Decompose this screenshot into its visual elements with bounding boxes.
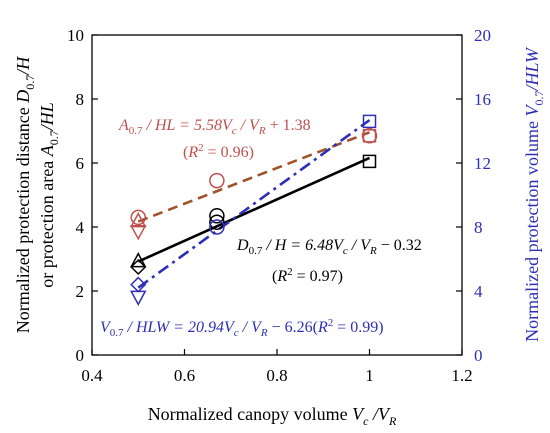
svg-text:(R2 = 0.96): (R2 = 0.96) (183, 142, 254, 161)
data-point-square-s1-0 (362, 129, 377, 143)
fit-line-dashdot (137, 119, 371, 289)
data-point-circle-s4-0 (209, 208, 225, 224)
y-axis-left-label: Normalized protection distance D0.7/H or… (13, 56, 61, 333)
y-left-tick-label-3: 6 (76, 154, 85, 173)
fit-line-solid (137, 156, 371, 263)
y-right-tick-label-3: 12 (474, 154, 491, 173)
x-tick-label-0: 0.4 (81, 366, 103, 385)
plot-frame (91, 34, 463, 356)
data-point-triangle-up-s2-0 (129, 212, 147, 228)
y-axis-right-label-text: Normalized protection volume (522, 121, 542, 342)
y-right-tick-label-1: 4 (474, 282, 483, 301)
data-point-circle-s0-0 (130, 209, 146, 226)
fit-line-dashed (137, 131, 370, 223)
annotation-black-r2: (R2 = 0.97) (272, 266, 343, 285)
svg-text:V0.7 / HLW = 20.94Vc / VR − 6.: V0.7 / HLW = 20.94Vc / VR − 6.26(R2 = 0.… (100, 317, 384, 339)
y-right-tick-label-0: 0 (474, 346, 483, 365)
data-point-triangle-down-s3-0 (129, 225, 147, 241)
svg-text:Normalized protection distance: Normalized protection distance D0.7/H (13, 56, 37, 333)
annotation-black-equation: D0.7 / H = 6.48Vc / VR − 0.32 (236, 237, 422, 257)
svg-text:or protection area A0.7: or protection area A0.7/HL (37, 102, 61, 287)
data-point-circle-s0-1 (209, 172, 225, 189)
x-tick-label-1: 0.6 (174, 366, 195, 385)
svg-text:A0.7 / HL = 5.58Vc / VR + 1.38: A0.7 / HL = 5.58Vc / VR + 1.38 (118, 117, 311, 137)
y-right-tick-label-5: 20 (474, 26, 491, 45)
svg-text:(R2 = 0.97): (R2 = 0.97) (272, 266, 343, 285)
data-point-circle-s8-0 (209, 214, 225, 230)
fit-lines-layer (137, 119, 371, 289)
x-tick-label-2: 0.8 (266, 366, 287, 385)
y-axis-right-label: Normalized protection volume V0.7/HLW (522, 46, 546, 342)
x-axis-label-text: Normalized canopy volume (148, 404, 348, 424)
data-point-triangle-up-s6-0 (129, 252, 147, 268)
y-left-tick-label-0: 0 (76, 346, 85, 365)
data-point-diamond-s7-0 (130, 258, 147, 276)
data-point-triangle-down-s11-0 (129, 290, 147, 306)
y-axis-left-label-line2: or protection area (37, 161, 57, 288)
data-point-square-s5-0 (362, 154, 377, 169)
x-tick-label-4: 1.2 (451, 366, 472, 385)
y-left-tick-label-4: 8 (76, 90, 85, 109)
x-axis-label: Normalized canopy volume Vc /VR (148, 404, 397, 428)
y-right-tick-label-4: 16 (474, 90, 491, 109)
svg-text:Normalized protection volume: Normalized protection volume V0.7/HLW (522, 46, 546, 342)
data-point-circle-s12-0 (209, 219, 225, 235)
y-right-tick-label-2: 8 (474, 218, 483, 237)
svg-text:D0.7 / H = 6.48Vc / VR − 0.32: D0.7 / H = 6.48Vc / VR − 0.32 (236, 237, 422, 257)
y-axis-left-label-line1: Normalized protection distance (13, 107, 33, 333)
y-left-tick-label-2: 4 (76, 218, 85, 237)
annotation-red-equation: A0.7 / HL = 5.58Vc / VR + 1.38 (118, 117, 311, 137)
y-left-tick-label-1: 2 (76, 282, 85, 301)
x-tick-label-3: 1 (365, 366, 374, 385)
annotation-red-r2: (R2 = 0.96) (183, 142, 254, 161)
svg-text:Normalized canopy volume: Normalized canopy volume Vc /VR (148, 404, 397, 428)
annotation-blue-equation: V0.7 / HLW = 20.94Vc / VR − 6.26(R2 = 0.… (100, 317, 384, 339)
y-left-tick-label-5: 10 (67, 26, 84, 45)
markers-layer (129, 114, 378, 306)
data-point-square-s9-0 (362, 114, 377, 129)
data-point-circle-s0-2 (361, 128, 378, 144)
